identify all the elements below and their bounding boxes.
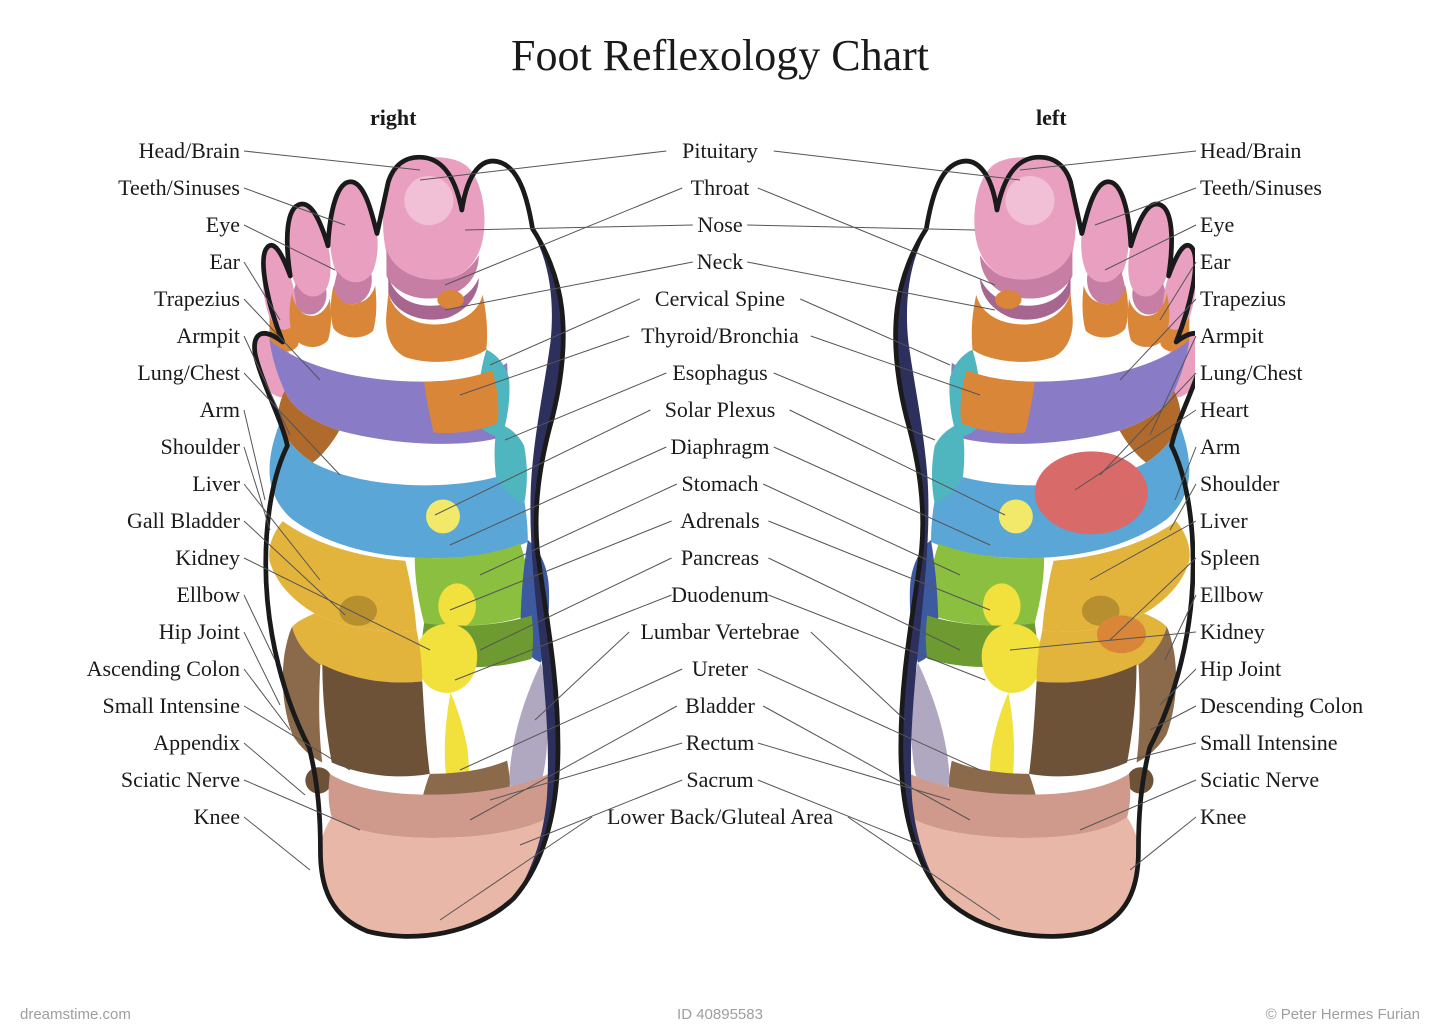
label-spleen: Spleen bbox=[1200, 547, 1260, 569]
footer-id: ID 40895583 bbox=[677, 1006, 763, 1023]
footer-source: dreamstime.com bbox=[20, 1006, 131, 1023]
label-kidney: Kidney bbox=[1200, 621, 1265, 643]
label-ellbow: Ellbow bbox=[1200, 584, 1264, 606]
label-small-intensine: Small Intensine bbox=[1200, 732, 1337, 754]
label-descending-colon: Descending Colon bbox=[1200, 695, 1363, 717]
label-shoulder: Shoulder bbox=[1200, 473, 1279, 495]
label-head-brain: Head/Brain bbox=[1200, 140, 1301, 162]
label-hip-joint: Hip Joint bbox=[1200, 658, 1281, 680]
label-ear: Ear bbox=[1200, 251, 1231, 273]
label-teeth-sinuses: Teeth/Sinuses bbox=[1200, 177, 1322, 199]
label-eye: Eye bbox=[1200, 214, 1234, 236]
label-arm: Arm bbox=[1200, 436, 1240, 458]
label-heart: Heart bbox=[1200, 399, 1249, 421]
labels-left-outer: Head/Brain Teeth/Sinuses Eye Ear Trapezius Ar… bbox=[0, 0, 1440, 1033]
label-knee: Knee bbox=[1200, 806, 1246, 828]
label-armpit: Armpit bbox=[1200, 325, 1264, 347]
label-trapezius: Trapezius bbox=[1200, 288, 1286, 310]
footer-credit: © Peter Hermes Furian bbox=[1266, 1006, 1420, 1023]
label-lung-chest: Lung/Chest bbox=[1200, 362, 1303, 384]
label-sciatic-nerve: Sciatic Nerve bbox=[1200, 769, 1319, 791]
label-liver: Liver bbox=[1200, 510, 1248, 532]
